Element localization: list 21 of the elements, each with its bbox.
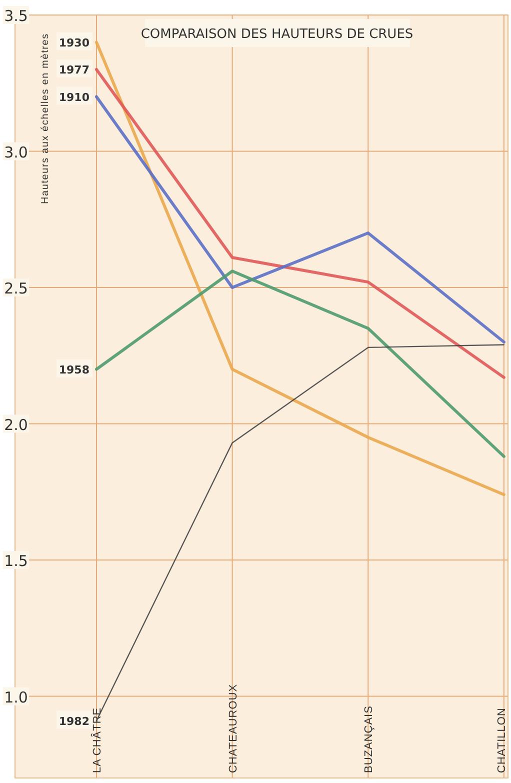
line-series bbox=[94, 40, 506, 496]
y-tick-label: 3.0 bbox=[4, 143, 28, 162]
series-label: 1977 bbox=[58, 64, 90, 76]
y-tick-label: 2.5 bbox=[4, 280, 28, 298]
x-tick-label: LA CHÂTRE bbox=[90, 707, 104, 773]
y-axis-title: Hauteurs aux échelles en mètres bbox=[40, 33, 51, 204]
series-label: 1958 bbox=[58, 363, 90, 376]
series-label: 1982 bbox=[58, 714, 90, 728]
y-tick-label: 3.5 bbox=[4, 7, 28, 25]
y-tick-label: 1.5 bbox=[4, 552, 28, 570]
line-series bbox=[94, 270, 506, 458]
line-series bbox=[94, 68, 506, 379]
x-tick-label: CHATILLON bbox=[496, 708, 508, 773]
y-tick-label: 2.0 bbox=[4, 416, 28, 434]
text: COMPARAISON DES HAUTEURS DE CRUES bbox=[140, 27, 414, 42]
line-series bbox=[94, 95, 506, 344]
x-tick-label: BUZANÇAIS bbox=[363, 706, 376, 773]
x-tick-label: CHATEAUROUX bbox=[227, 684, 240, 773]
series-label: 1910 bbox=[58, 90, 90, 104]
series-label: 1930 bbox=[58, 36, 90, 50]
y-tick-label: 1.0 bbox=[4, 688, 28, 706]
